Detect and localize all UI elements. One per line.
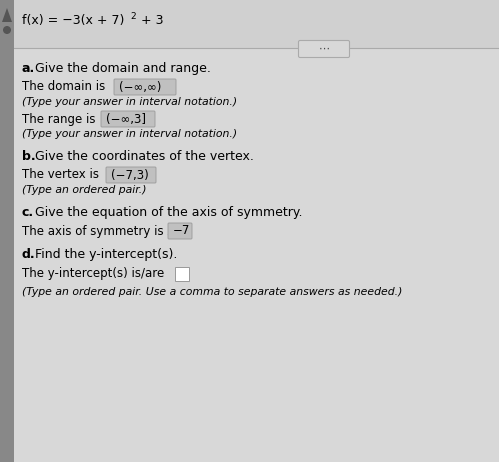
Text: c.: c. xyxy=(22,206,34,219)
Text: (Type an ordered pair. Use a comma to separate answers as needed.): (Type an ordered pair. Use a comma to se… xyxy=(22,287,402,297)
Text: The range is: The range is xyxy=(22,113,99,126)
Text: (Type your answer in interval notation.): (Type your answer in interval notation.) xyxy=(22,129,237,139)
Text: + 3: + 3 xyxy=(137,14,164,27)
Text: (Type an ordered pair.): (Type an ordered pair.) xyxy=(22,185,147,195)
FancyBboxPatch shape xyxy=(106,167,156,183)
Circle shape xyxy=(3,26,11,34)
Text: The y-intercept(s) is/are: The y-intercept(s) is/are xyxy=(22,267,168,280)
FancyBboxPatch shape xyxy=(298,41,349,57)
Text: −7: −7 xyxy=(173,225,191,237)
Text: ⋯: ⋯ xyxy=(318,44,329,54)
Text: (−7,3): (−7,3) xyxy=(111,169,149,182)
Text: The domain is: The domain is xyxy=(22,80,109,93)
Text: The vertex is: The vertex is xyxy=(22,169,103,182)
Text: (Type your answer in interval notation.): (Type your answer in interval notation.) xyxy=(22,97,237,107)
Text: Give the equation of the axis of symmetry.: Give the equation of the axis of symmetr… xyxy=(35,206,302,219)
FancyBboxPatch shape xyxy=(101,111,155,127)
Text: d.: d. xyxy=(22,248,35,261)
Text: The axis of symmetry is x =: The axis of symmetry is x = xyxy=(22,225,192,237)
Text: (−∞,3]: (−∞,3] xyxy=(106,113,146,126)
Text: b.: b. xyxy=(22,150,35,163)
Text: a.: a. xyxy=(22,62,35,75)
FancyBboxPatch shape xyxy=(168,223,192,239)
Text: 2: 2 xyxy=(130,12,136,21)
Text: Find the y-intercept(s).: Find the y-intercept(s). xyxy=(35,248,177,261)
Bar xyxy=(175,267,189,281)
Text: Give the domain and range.: Give the domain and range. xyxy=(35,62,211,75)
Text: Give the coordinates of the vertex.: Give the coordinates of the vertex. xyxy=(35,150,254,163)
Bar xyxy=(14,0,499,48)
Bar xyxy=(0,0,14,462)
Text: f(x) = −3(x + 7): f(x) = −3(x + 7) xyxy=(22,14,124,27)
FancyBboxPatch shape xyxy=(114,79,176,95)
Text: (−∞,∞): (−∞,∞) xyxy=(119,80,161,93)
Polygon shape xyxy=(2,8,12,22)
Bar xyxy=(14,48,499,462)
